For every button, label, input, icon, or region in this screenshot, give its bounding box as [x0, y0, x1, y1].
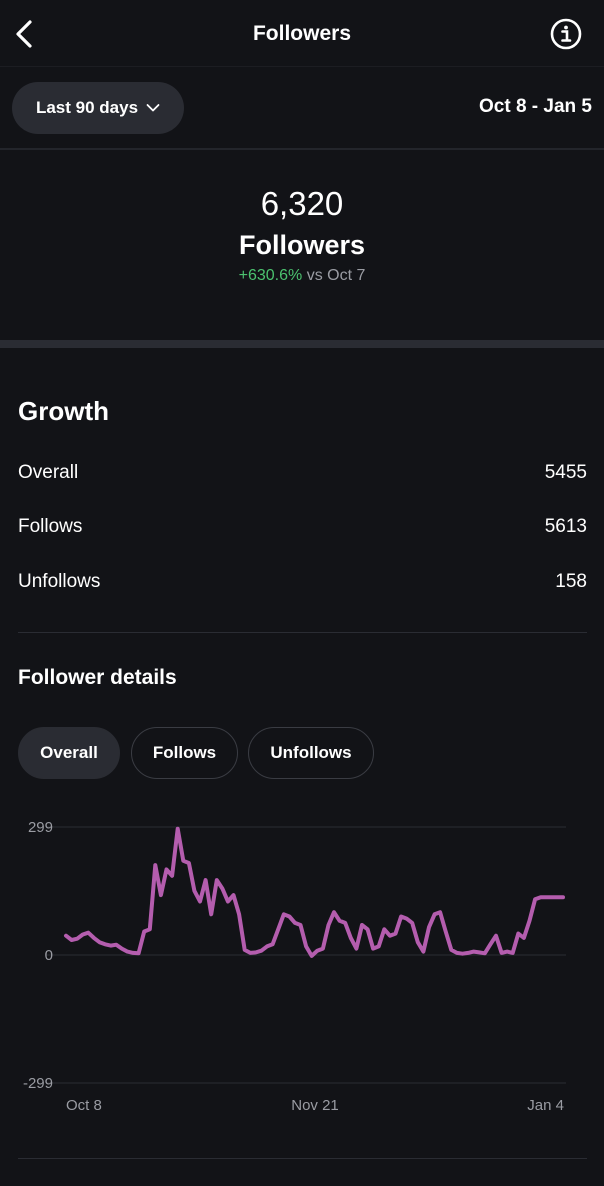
- divider: [18, 632, 587, 633]
- tab-unfollows[interactable]: Unfollows: [248, 727, 374, 779]
- growth-row-label: Overall: [18, 462, 79, 483]
- info-icon: [550, 18, 582, 50]
- x-tick-label: Jan 4: [527, 1097, 564, 1114]
- divider: [0, 148, 604, 150]
- follower-change: +630.6% vs Oct 7: [0, 267, 604, 285]
- y-tick-label: 299: [28, 819, 53, 836]
- y-tick-label: -299: [23, 1075, 53, 1092]
- follower-change-percent: +630.6%: [238, 267, 303, 284]
- follower-count: 6,320: [260, 185, 344, 222]
- follower-details-heading: Follower details: [18, 666, 177, 689]
- back-button[interactable]: [8, 16, 40, 52]
- growth-row-overall: Overall 5455: [18, 462, 587, 488]
- growth-row-value: 5613: [544, 516, 587, 537]
- page-title: Followers: [252, 22, 352, 45]
- follower-count-label: Followers: [238, 230, 366, 260]
- x-tick-label: Nov 21: [291, 1097, 339, 1114]
- y-tick-label: 0: [45, 947, 53, 964]
- divider: [18, 1158, 587, 1159]
- section-divider: [0, 340, 604, 348]
- date-range-dropdown-label: Last 90 days: [35, 98, 139, 117]
- series-line: [64, 826, 565, 958]
- growth-row-label: Unfollows: [18, 571, 101, 592]
- tab-label: Overall: [40, 743, 98, 762]
- info-button[interactable]: [550, 18, 582, 50]
- tab-follows[interactable]: Follows: [131, 727, 238, 779]
- tab-label: Follows: [152, 743, 217, 762]
- tab-overall[interactable]: Overall: [18, 727, 120, 779]
- growth-row-label: Follows: [18, 516, 83, 537]
- growth-row-value: 158: [555, 571, 587, 592]
- date-range-text: Oct 8 - Jan 5: [479, 96, 592, 117]
- chevron-left-icon: [16, 20, 32, 48]
- growth-heading: Growth: [18, 396, 109, 426]
- growth-row-value: 5455: [544, 462, 587, 483]
- x-tick-label: Oct 8: [66, 1097, 102, 1114]
- tab-label: Unfollows: [270, 743, 352, 762]
- follower-chart: 299 0 -299 Oct 8 Nov 21 Jan 4: [23, 819, 566, 1114]
- top-bar: Followers: [0, 0, 604, 67]
- chevron-down-icon: [146, 104, 160, 112]
- growth-row-follows: Follows 5613: [18, 516, 587, 542]
- follower-change-reference: vs Oct 7: [306, 267, 366, 284]
- follower-summary: 6,320 Followers +630.6% vs Oct 7: [0, 185, 604, 285]
- date-range-dropdown[interactable]: Last 90 days: [12, 82, 184, 134]
- growth-row-unfollows: Unfollows 158: [18, 571, 587, 597]
